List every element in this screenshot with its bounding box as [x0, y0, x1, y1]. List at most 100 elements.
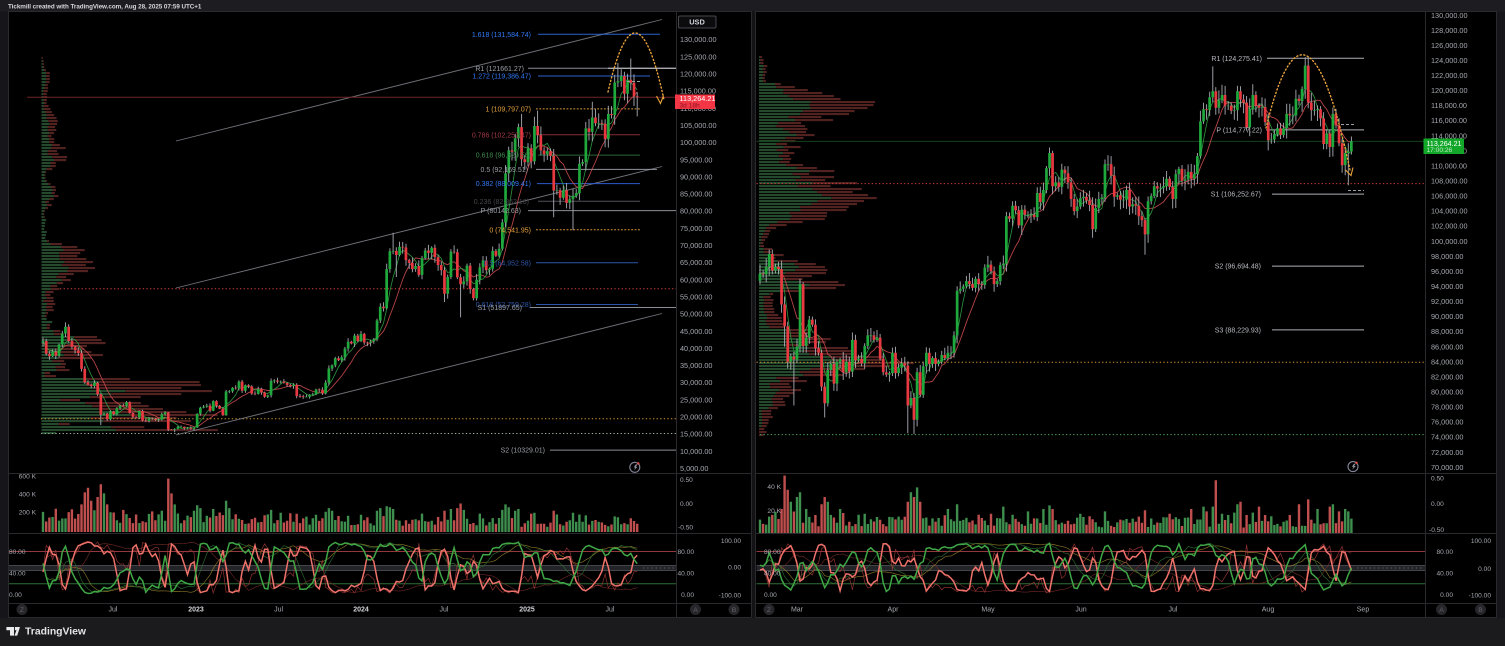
svg-text:0.50: 0.50	[680, 477, 693, 484]
svg-text:120,000.00: 120,000.00	[680, 70, 717, 79]
svg-text:20,000.00: 20,000.00	[680, 413, 712, 422]
svg-text:82,000.00: 82,000.00	[1431, 372, 1463, 381]
svg-text:90,000.00: 90,000.00	[1431, 312, 1463, 321]
svg-text:1 (109,797.07): 1 (109,797.07)	[485, 107, 531, 114]
svg-text:Jul: Jul	[440, 607, 449, 614]
svg-text:100,000.00: 100,000.00	[680, 138, 717, 147]
svg-text:80,000.00: 80,000.00	[680, 207, 712, 216]
svg-text:75,000.00: 75,000.00	[680, 224, 712, 233]
svg-text:102,000.00: 102,000.00	[1431, 222, 1468, 231]
svg-text:106,000.00: 106,000.00	[1431, 192, 1468, 201]
svg-text:105,000.00: 105,000.00	[680, 121, 717, 130]
svg-text:R1 (124,275.41): R1 (124,275.41)	[1211, 56, 1262, 63]
svg-text:25,000.00: 25,000.00	[680, 395, 712, 404]
svg-text:S2 (10329.01): S2 (10329.01)	[501, 448, 545, 455]
svg-text:2025: 2025	[519, 607, 535, 614]
svg-text:-100.00: -100.00	[719, 593, 742, 600]
svg-text:118,000.00: 118,000.00	[1431, 101, 1467, 110]
svg-text:0.00: 0.00	[1431, 501, 1444, 508]
svg-text:40.00: 40.00	[677, 571, 694, 578]
svg-text:65,000.00: 65,000.00	[680, 258, 712, 267]
svg-text:100,000.00: 100,000.00	[1431, 237, 1468, 246]
svg-text:113,264.21: 113,264.21	[680, 94, 716, 103]
svg-text:94,000.00: 94,000.00	[1431, 282, 1463, 291]
svg-text:3d 18h: 3d 18h	[680, 103, 701, 110]
svg-text:70,000.00: 70,000.00	[680, 241, 712, 250]
svg-text:76,000.00: 76,000.00	[1431, 418, 1463, 427]
svg-text:200 K: 200 K	[19, 510, 37, 517]
svg-text:15,000.00: 15,000.00	[680, 430, 712, 439]
svg-text:113,264.21: 113,264.21	[1427, 140, 1462, 148]
svg-text:40.00: 40.00	[9, 571, 26, 578]
svg-text:86,000.00: 86,000.00	[1431, 342, 1463, 351]
svg-text:0.00: 0.00	[681, 592, 694, 599]
svg-text:88,000.00: 88,000.00	[1431, 327, 1463, 336]
svg-text:100.00: 100.00	[1471, 538, 1492, 545]
svg-text:S3 (88,229.93): S3 (88,229.93)	[1215, 328, 1261, 335]
svg-text:Aug: Aug	[1262, 607, 1275, 614]
svg-text:0.618 (96,329.56): 0.618 (96,329.56)	[476, 153, 531, 160]
svg-text:78,000.00: 78,000.00	[1431, 403, 1463, 412]
svg-text:125,000.00: 125,000.00	[680, 52, 717, 61]
svg-text:120,000.00: 120,000.00	[1431, 86, 1468, 95]
svg-text:126,000.00: 126,000.00	[1431, 41, 1468, 50]
svg-text:130,000.00: 130,000.00	[680, 35, 717, 44]
svg-text:0.618 (52,759.28): 0.618 (52,759.28)	[476, 302, 531, 309]
svg-text:2024: 2024	[353, 607, 369, 614]
svg-text:Z: Z	[20, 607, 24, 614]
svg-text:45,000.00: 45,000.00	[680, 327, 712, 336]
svg-text:50,000.00: 50,000.00	[680, 310, 712, 319]
svg-text:122,000.00: 122,000.00	[1431, 71, 1468, 80]
svg-text:-0.50: -0.50	[678, 524, 693, 531]
svg-text:115,000.00: 115,000.00	[680, 87, 716, 96]
svg-text:70,000.00: 70,000.00	[1431, 463, 1463, 472]
svg-text:0.00: 0.00	[9, 592, 22, 599]
svg-text:96,000.00: 96,000.00	[1431, 267, 1463, 276]
svg-text:-100.00: -100.00	[1469, 593, 1492, 600]
svg-text:114,000.00: 114,000.00	[1431, 131, 1467, 140]
svg-text:130,000.00: 130,000.00	[1431, 11, 1468, 20]
svg-text:80.00: 80.00	[677, 549, 694, 556]
svg-text:Jul: Jul	[274, 607, 283, 614]
svg-text:95,000.00: 95,000.00	[680, 155, 712, 164]
svg-text:40.00: 40.00	[764, 571, 781, 578]
svg-text:80.00: 80.00	[1436, 549, 1453, 556]
svg-text:0.786 (102,252.47): 0.786 (102,252.47)	[472, 132, 531, 139]
svg-text:2023: 2023	[188, 607, 204, 614]
svg-text:Jul: Jul	[606, 607, 615, 614]
svg-text:1.618 (131,584.74): 1.618 (131,584.74)	[472, 32, 531, 39]
svg-text:S2 (96,694.48): S2 (96,694.48)	[1215, 264, 1261, 271]
svg-text:B: B	[1478, 607, 1483, 614]
svg-text:P (80142.63): P (80142.63)	[481, 208, 521, 215]
svg-text:20 K: 20 K	[767, 508, 781, 515]
svg-text:A: A	[1439, 607, 1444, 614]
svg-text:74,000.00: 74,000.00	[1431, 433, 1463, 442]
svg-text:0.00: 0.00	[728, 565, 741, 572]
svg-text:0.5 (92,169.51): 0.5 (92,169.51)	[481, 167, 528, 174]
svg-text:84,000.00: 84,000.00	[1431, 357, 1463, 366]
svg-text:Jul: Jul	[109, 607, 118, 614]
svg-text:0.50: 0.50	[1431, 475, 1444, 482]
svg-text:40,000.00: 40,000.00	[680, 344, 712, 353]
svg-text:1.272 (119,386.47): 1.272 (119,386.47)	[472, 74, 531, 81]
svg-text:90,000.00: 90,000.00	[680, 172, 712, 181]
svg-text:104,000.00: 104,000.00	[1431, 207, 1468, 216]
svg-text:B: B	[732, 607, 737, 614]
svg-text:Sep: Sep	[1357, 607, 1370, 614]
svg-text:40 K: 40 K	[767, 484, 781, 491]
svg-text:Jun: Jun	[1075, 607, 1086, 614]
svg-text:Mar: Mar	[791, 607, 804, 614]
svg-text:0 (74,541.95): 0 (74,541.95)	[489, 227, 531, 234]
svg-text:0.00: 0.00	[1440, 592, 1453, 599]
svg-text:Apr: Apr	[888, 607, 900, 614]
svg-text:0.5 (64,952.58): 0.5 (64,952.58)	[484, 260, 531, 267]
svg-text:0.00: 0.00	[1478, 566, 1491, 573]
svg-text:92,000.00: 92,000.00	[1431, 297, 1463, 306]
svg-text:Z: Z	[767, 607, 771, 614]
svg-text:S1 (106,252.67): S1 (106,252.67)	[1211, 192, 1261, 199]
svg-text:17:00:26: 17:00:26	[1427, 147, 1453, 154]
svg-text:400 K: 400 K	[19, 492, 37, 499]
svg-text:0.00: 0.00	[680, 501, 693, 508]
svg-text:0.00: 0.00	[764, 592, 777, 599]
svg-text:Tickmill created with TradingV: Tickmill created with TradingView.com, A…	[8, 3, 202, 10]
